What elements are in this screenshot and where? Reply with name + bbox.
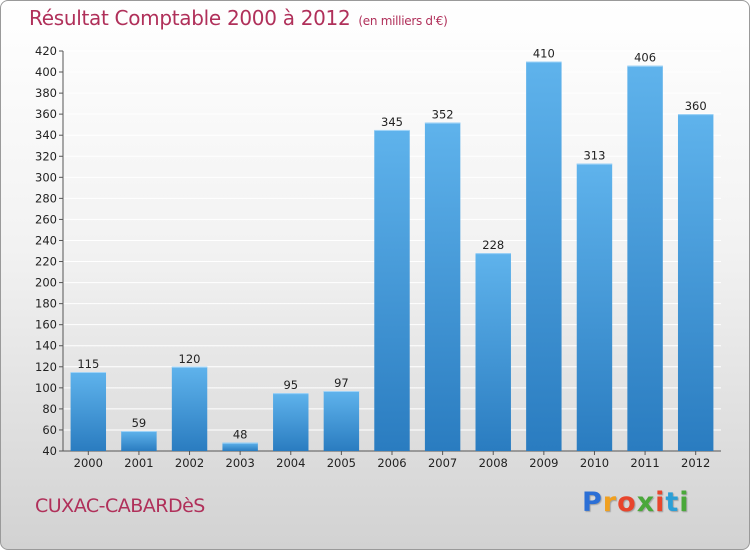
- y-tick-label: 40: [42, 444, 57, 458]
- x-tick-label: 2003: [226, 456, 255, 470]
- y-tick-label: 220: [35, 255, 57, 269]
- data-label: 360: [685, 99, 707, 113]
- data-label: 406: [634, 51, 656, 65]
- y-tick-label: 340: [35, 128, 57, 142]
- y-tick-label: 160: [35, 318, 57, 332]
- logo-letter: i: [679, 487, 690, 518]
- x-tick-label: 2011: [630, 456, 659, 470]
- x-tick-label: 2010: [580, 456, 609, 470]
- bar-2001: [121, 431, 157, 451]
- x-tick-label: 2000: [74, 456, 103, 470]
- y-tick-label: 140: [35, 339, 57, 353]
- y-tick-label: 320: [35, 149, 57, 163]
- y-tick-label: 180: [35, 297, 57, 311]
- bar-2003: [222, 442, 258, 451]
- y-tick-label: 120: [35, 360, 57, 374]
- logo-letter: x: [636, 487, 656, 518]
- x-tick-label: 2007: [428, 456, 457, 470]
- bar-2005: [323, 391, 360, 451]
- chart-title-text: Résultat Comptable 2000 à 2012: [29, 6, 351, 30]
- data-label: 59: [132, 416, 147, 430]
- bar-2008: [475, 253, 511, 451]
- logo-letter: t: [665, 487, 680, 518]
- data-label: 48: [233, 428, 248, 442]
- x-tick-label: 2005: [327, 456, 356, 470]
- bar-2012: [677, 114, 714, 451]
- data-label: 97: [334, 376, 349, 390]
- data-label: 345: [381, 115, 403, 129]
- logo-letter: o: [617, 487, 637, 518]
- y-tick-label: 240: [35, 233, 57, 247]
- bars: 115 59 120 48 95 97 345 352 228 410 313 406 360: [70, 47, 714, 452]
- proxiti-logo: Proxiti: [582, 487, 690, 518]
- data-label: 95: [283, 378, 298, 392]
- data-label: 228: [482, 238, 504, 252]
- x-tick-label: 2008: [479, 456, 508, 470]
- y-tick-label: 260: [35, 212, 57, 226]
- data-label: 410: [533, 47, 555, 61]
- x-tick-label: 2004: [276, 456, 305, 470]
- chart-title-unit: (en milliers d'€): [358, 14, 448, 28]
- x-tick-label: 2006: [377, 456, 406, 470]
- data-label: 115: [77, 357, 99, 371]
- y-tick-label: 400: [35, 65, 57, 79]
- bar-2002: [171, 366, 208, 451]
- logo-letter: i: [655, 487, 666, 518]
- bar-2011: [627, 65, 663, 451]
- chart-title: Résultat Comptable 2000 à 2012 (en millie…: [29, 6, 448, 30]
- y-tick-label: 200: [35, 276, 57, 290]
- y-tick-label: 60: [42, 423, 57, 437]
- y-tick-label: 280: [35, 191, 57, 205]
- y-tick-label: 420: [35, 44, 57, 58]
- bar-2009: [526, 61, 562, 452]
- city-name: CUXAC-CABARDèS: [35, 495, 205, 517]
- bar-2000: [70, 372, 107, 451]
- y-tick-label: 360: [35, 107, 57, 121]
- y-tick-label: 300: [35, 170, 57, 184]
- y-tick-label: 380: [35, 86, 57, 100]
- y-tick-label: 100: [35, 381, 57, 395]
- data-label: 120: [179, 352, 201, 366]
- data-label: 352: [432, 108, 454, 122]
- bar-2006: [374, 129, 410, 451]
- logo-letter: r: [602, 487, 618, 518]
- bar-2010: [576, 163, 613, 451]
- x-tick-label: 2012: [681, 456, 710, 470]
- logo-letter: P: [582, 487, 603, 518]
- bar-2007: [424, 122, 461, 451]
- data-label: 313: [583, 149, 605, 163]
- x-tick-label: 2001: [124, 456, 153, 470]
- x-tick-label: 2009: [529, 456, 558, 470]
- x-tick-label: 2002: [175, 456, 204, 470]
- y-tick-label: 80: [42, 402, 57, 416]
- bar-2004: [273, 393, 309, 451]
